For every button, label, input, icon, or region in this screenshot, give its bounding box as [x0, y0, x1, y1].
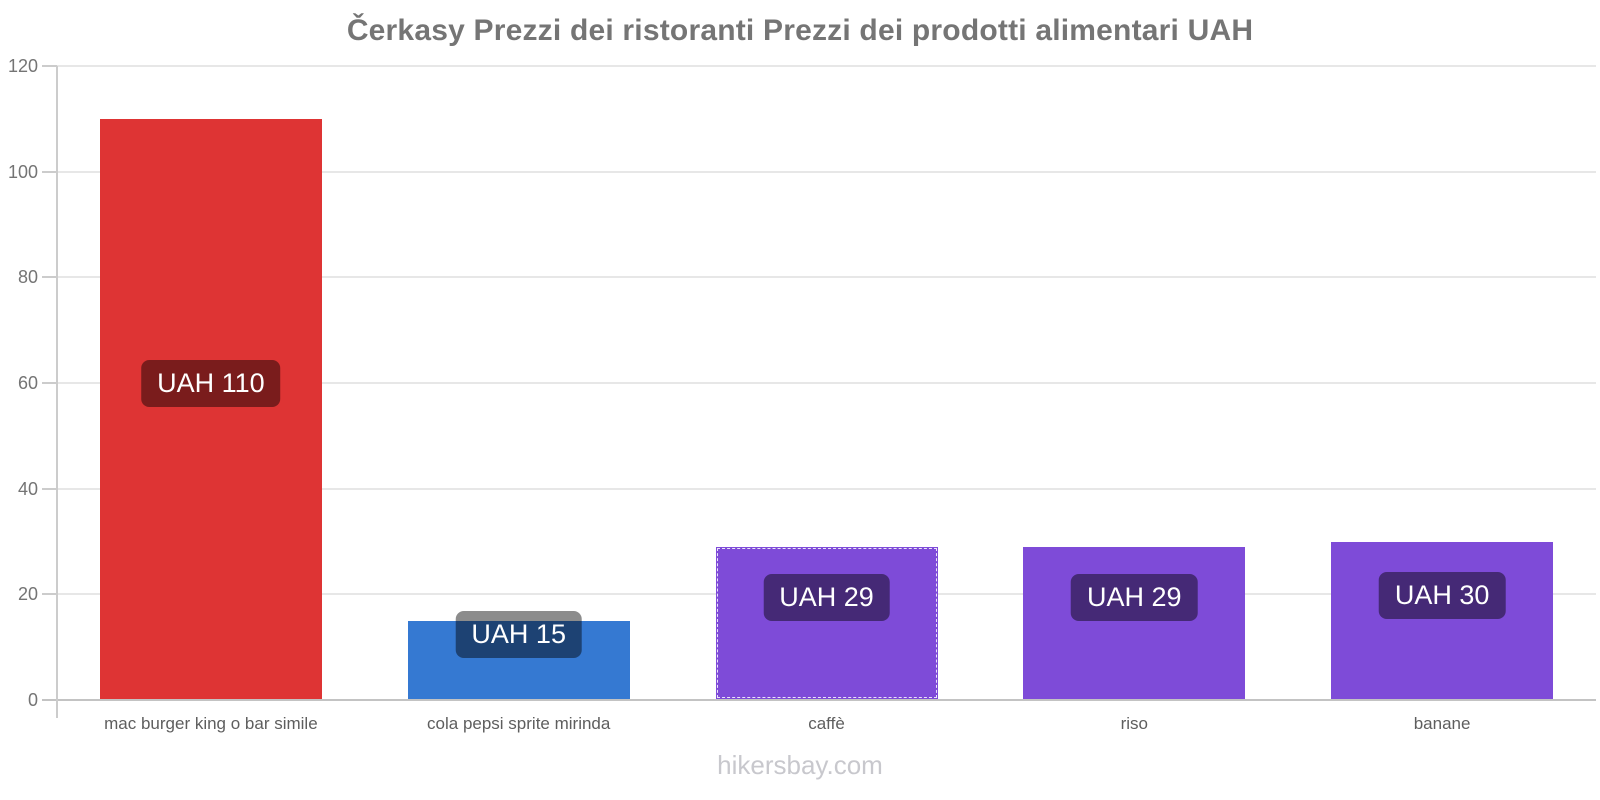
y-tick-label: 0	[27, 690, 38, 710]
bar-value-label: UAH 30	[1378, 571, 1506, 619]
bar-4[interactable]: UAH 29	[1023, 546, 1246, 699]
y-tick-label: 20	[17, 584, 38, 605]
bar-value-label: UAH 29	[1071, 574, 1198, 622]
x-axis-label: caffè	[808, 714, 845, 733]
gridline	[57, 382, 1596, 384]
gridline	[57, 65, 1596, 67]
bar-value-label: UAH 110	[141, 360, 281, 408]
x-axis-label: riso	[1120, 714, 1148, 733]
gridline	[57, 487, 1596, 490]
bar-1[interactable]: UAH 110	[99, 118, 322, 699]
y-axis-tick	[42, 487, 57, 490]
bar-2[interactable]: UAH 15	[407, 611, 630, 699]
bar-5[interactable]: UAH 30	[1331, 541, 1554, 699]
y-tick-label: 60	[17, 373, 38, 393]
gridline	[57, 276, 1596, 279]
y-tick-label: 120	[7, 56, 38, 76]
bar-value-label: UAH 15	[455, 611, 582, 659]
y-axis-tick	[42, 65, 57, 67]
y-axis-tick	[42, 276, 57, 279]
bar-value-label: UAH 29	[763, 574, 890, 622]
y-tick-label: 40	[17, 478, 38, 499]
y-tick-label: 80	[17, 267, 38, 288]
x-axis-label: cola pepsi sprite mirinda	[427, 714, 611, 733]
x-axis-label: banane	[1413, 714, 1471, 733]
y-axis-tick	[42, 382, 57, 384]
chart-title: Čerkasy Prezzi dei ristoranti Prezzi dei…	[346, 14, 1254, 47]
y-axis-tick	[42, 593, 57, 596]
y-tick-label: 100	[7, 161, 38, 182]
x-axis-label: mac burger king o bar simile	[104, 714, 318, 733]
y-axis-line	[56, 66, 58, 718]
y-axis-tick	[42, 170, 57, 173]
gridline	[57, 170, 1596, 173]
footer-watermark: hikersbay.com	[717, 750, 883, 780]
x-axis-line	[42, 699, 1596, 701]
bar-3[interactable]: UAH 29	[715, 546, 938, 699]
